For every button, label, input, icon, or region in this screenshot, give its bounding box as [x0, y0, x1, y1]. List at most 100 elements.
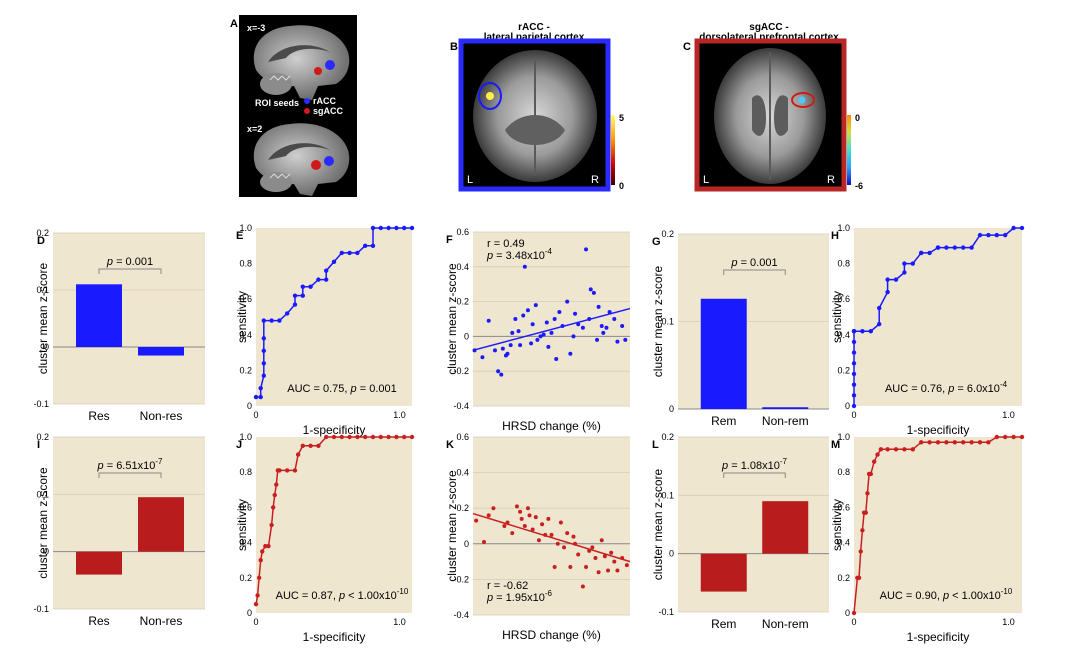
x-tick-label-h: 0 — [851, 410, 856, 420]
roc-point-e — [261, 318, 266, 323]
roc-point-e — [316, 277, 321, 282]
scatter-point-k — [481, 540, 486, 545]
y-tick-label-e: 1.0 — [239, 223, 252, 233]
p-text: < 1.00x10 — [345, 590, 397, 602]
y-tick-label-k: -0.2 — [453, 574, 469, 584]
p-exponent: -7 — [155, 457, 163, 466]
roc-point-h — [851, 371, 857, 377]
roc-point-j — [270, 505, 276, 510]
scatter-point-f — [623, 337, 628, 342]
roc-point-j — [277, 468, 282, 473]
slice-label-bottom: x=2 — [247, 124, 262, 134]
scatter-point-k — [474, 518, 479, 523]
roc-point-e — [308, 284, 313, 289]
roc-point-m — [986, 440, 991, 445]
roc-point-m — [878, 447, 884, 452]
roc-point-h — [961, 245, 966, 250]
p-text: = 3.48x10 — [493, 250, 545, 262]
p-value-f: p = 3.48x10-4 — [486, 247, 552, 262]
roc-point-m — [944, 440, 949, 445]
roc-point-e — [339, 250, 344, 256]
roc-point-e — [261, 373, 266, 378]
scatter-point-f — [518, 343, 523, 348]
plot-area-h — [854, 228, 1022, 406]
roc-point-e — [292, 293, 298, 298]
scatter-point-f — [599, 323, 604, 328]
panel-b-right-label: R — [591, 174, 599, 186]
y-axis-label-e: sensitivity — [235, 291, 249, 343]
panel-m-letter: M — [831, 439, 840, 451]
roc-point-h — [885, 277, 890, 282]
scatter-point-f — [538, 334, 543, 339]
panel-d: D0.2 0.1 0 -0.1 cluster mean z-score Res Non-r… — [33, 228, 205, 423]
panel-k-letter: K — [446, 439, 454, 451]
y-tick-label-f: 0.4 — [456, 262, 469, 272]
roc-point-m — [875, 452, 880, 457]
y-tick-label-i: 0 — [44, 547, 49, 557]
plot-area-j — [256, 437, 412, 613]
roc-point-e — [253, 394, 259, 400]
sgacc-seed-marker — [314, 67, 322, 75]
roc-point-e — [258, 394, 263, 400]
sagittal-slice-bottom — [253, 123, 350, 196]
p-exponent: -6 — [545, 589, 553, 598]
scatter-point-f — [560, 323, 565, 328]
y-tick-label-k: 0.6 — [456, 432, 469, 442]
roc-point-m — [1003, 434, 1008, 440]
panel-f-letter: F — [446, 234, 453, 246]
significance-bracket-i — [98, 472, 162, 478]
scatter-point-k — [571, 534, 576, 539]
panel-d-letter: D — [37, 235, 45, 247]
roc-point-m — [1019, 434, 1025, 440]
scatter-point-f — [513, 317, 518, 321]
y-tick-label-d: 0.1 — [36, 285, 49, 295]
roc-point-e — [261, 348, 266, 354]
roc-point-j — [266, 543, 271, 549]
roc-point-h — [851, 339, 857, 345]
roc-point-e — [300, 284, 305, 289]
y-tick-label-j: 0.2 — [239, 573, 252, 583]
roc-point-m — [1011, 434, 1016, 440]
roc-point-h — [851, 393, 857, 398]
sgacc-cluster — [798, 96, 806, 104]
scatter-point-k — [562, 545, 567, 550]
roc-point-e — [370, 243, 376, 248]
roc-point-j — [300, 443, 305, 448]
scatter-point-k — [533, 515, 538, 520]
roc-point-j — [258, 558, 263, 563]
y-tick-label-i: 0.2 — [36, 432, 49, 442]
bar-g-1 — [762, 407, 809, 409]
scatter-point-k — [620, 556, 625, 561]
scatter-point-f — [565, 299, 570, 304]
p-symbol: p — [486, 250, 493, 262]
panel-c-right-label: R — [827, 174, 835, 186]
roc-point-h — [1003, 232, 1008, 238]
scatter-point-f — [554, 357, 559, 362]
p-exponent: -7 — [780, 457, 788, 466]
legend-sgacc-label: sgACC — [313, 106, 344, 116]
legend-sgacc-swatch — [304, 108, 310, 114]
x-tick-label-j: 1.0 — [393, 617, 406, 627]
scatter-point-f — [576, 322, 581, 327]
roc-point-e — [277, 318, 282, 323]
roc-point-e — [324, 277, 329, 282]
scatter-point-k — [525, 506, 530, 511]
scatter-point-f — [499, 372, 504, 377]
p-value-i: p = 6.51x10-7 — [97, 457, 163, 472]
bar-g-0 — [700, 298, 747, 409]
y-tick-label-e: 0.6 — [239, 294, 252, 304]
roc-point-j — [260, 549, 265, 554]
p-text: = 1.95x10 — [493, 592, 545, 604]
x-axis-label-k: HRSD change (%) — [502, 628, 601, 642]
scatter-point-k — [543, 532, 548, 537]
x-axis-label-m: 1-specificity — [907, 630, 970, 644]
y-tick-label-f: 0.6 — [456, 227, 469, 237]
scatter-point-f — [620, 323, 625, 328]
auc-text: AUC = 0.76, — [885, 383, 948, 395]
scatter-point-f — [591, 290, 596, 295]
x-tick-label-m: 0 — [851, 617, 856, 627]
roc-point-j — [308, 443, 313, 448]
roc-point-m — [969, 440, 974, 445]
